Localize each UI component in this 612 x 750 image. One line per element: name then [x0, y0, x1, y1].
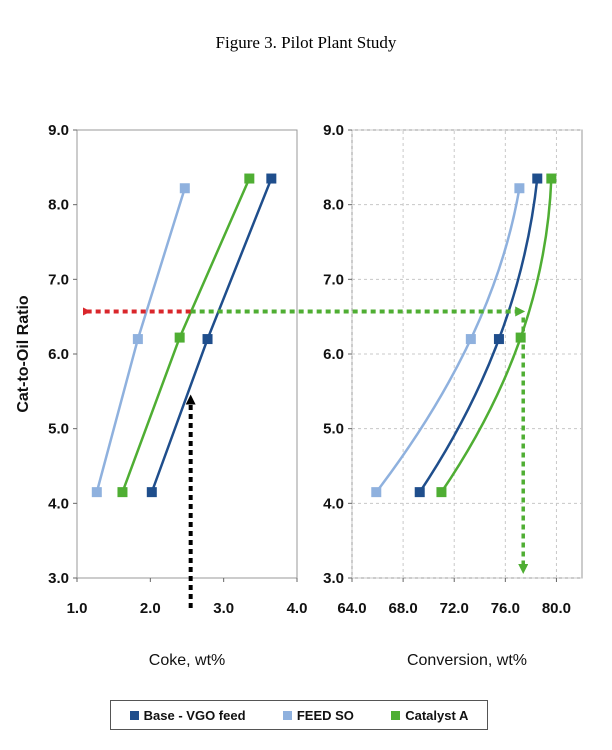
coke-data-point [174, 332, 185, 343]
conversion-y-tick-label: 9.0 [323, 122, 344, 139]
conversion-y-tick-label: 5.0 [323, 421, 344, 438]
conversion-series-points [371, 173, 557, 498]
legend-item-base: Base - VGO feed [129, 707, 246, 723]
coke-y-tick-label: 4.0 [48, 495, 69, 512]
coke-data-point [146, 487, 157, 498]
conversion-panel: 3.0 4.0 5.0 6.0 7.0 8.0 9.0 64.0 68.0 72.0 76.0 80… [323, 122, 583, 669]
coke-y-tick-label: 8.0 [48, 197, 69, 214]
conversion-x-tick-label: 64.0 [337, 600, 366, 617]
coke-y-tick-label: 7.0 [48, 271, 69, 288]
legend-swatch-catalyst-a [391, 710, 401, 720]
conversion-data-point [414, 487, 425, 498]
coke-series-points [91, 173, 277, 498]
conversion-data-point [532, 173, 543, 184]
coke-x-tick-label: 2.0 [140, 600, 161, 617]
coke-panel: 3.0 4.0 5.0 6.0 7.0 8.0 9.0 1.0 2.0 3.0 4.0 Coke,… [48, 122, 307, 669]
conversion-data-point [436, 487, 447, 498]
coke-data-point [266, 173, 277, 184]
coke-data-point [117, 487, 128, 498]
legend-label-catalyst-a: Catalyst A [405, 707, 469, 723]
coke-x-tick-label: 1.0 [67, 600, 88, 617]
coke-data-point [244, 173, 255, 184]
coke-y-tick-label: 9.0 [48, 122, 69, 139]
coke-data-point [202, 334, 213, 345]
legend-item-feed-so: FEED SO [282, 707, 354, 723]
coke-x-axis-label: Coke, wt% [149, 652, 225, 669]
legend-swatch-feed-so [282, 710, 292, 720]
coke-y-tick-label: 6.0 [48, 346, 69, 363]
coke-y-tick-label: 3.0 [48, 570, 69, 587]
coke-x-tick-label: 4.0 [287, 600, 308, 617]
conversion-data-point [493, 334, 504, 345]
y-axis-label: Cat-to-Oil Ratio [15, 295, 32, 413]
legend-label-base: Base - VGO feed [143, 707, 246, 723]
conversion-data-point [546, 173, 557, 184]
conversion-y-tick-label: 6.0 [323, 346, 344, 363]
conversion-y-tick-label: 8.0 [323, 197, 344, 214]
coke-y-tick-label: 5.0 [48, 421, 69, 438]
conversion-x-tick-label: 68.0 [389, 600, 418, 617]
conversion-x-tick-label: 80.0 [542, 600, 571, 617]
annotation-arrows [83, 306, 529, 608]
coke-x-ticks: 1.0 2.0 3.0 4.0 [67, 578, 308, 617]
conversion-y-tick-label: 7.0 [323, 271, 344, 288]
coke-data-point [91, 487, 102, 498]
conversion-x-axis-label: Conversion, wt% [407, 652, 527, 669]
conversion-x-tick-label: 72.0 [440, 600, 469, 617]
conversion-data-point [371, 487, 382, 498]
conversion-x-ticks: 64.0 68.0 72.0 76.0 80.0 [337, 578, 571, 617]
conversion-y-tick-label: 3.0 [323, 570, 344, 587]
coke-data-point [179, 183, 190, 194]
coke-y-ticks: 3.0 4.0 5.0 6.0 7.0 8.0 9.0 [48, 122, 77, 587]
coke-data-point [132, 334, 143, 345]
conversion-x-tick-label: 76.0 [491, 600, 520, 617]
conversion-data-point [514, 183, 525, 194]
coke-x-tick-label: 3.0 [213, 600, 234, 617]
legend-swatch-base [129, 710, 139, 720]
conversion-data-point [515, 332, 526, 343]
conversion-y-tick-label: 4.0 [323, 495, 344, 512]
conversion-data-point [465, 334, 476, 345]
legend-item-catalyst-a: Catalyst A [391, 708, 468, 723]
conversion-y-ticks: 3.0 4.0 5.0 6.0 7.0 8.0 9.0 [323, 122, 352, 587]
chart-title: Figure 3. Pilot Plant Study [215, 33, 397, 52]
legend-label-feed-so: FEED SO [296, 707, 354, 723]
legend: Base - VGO feed FEED SO Catalyst A [110, 700, 488, 730]
